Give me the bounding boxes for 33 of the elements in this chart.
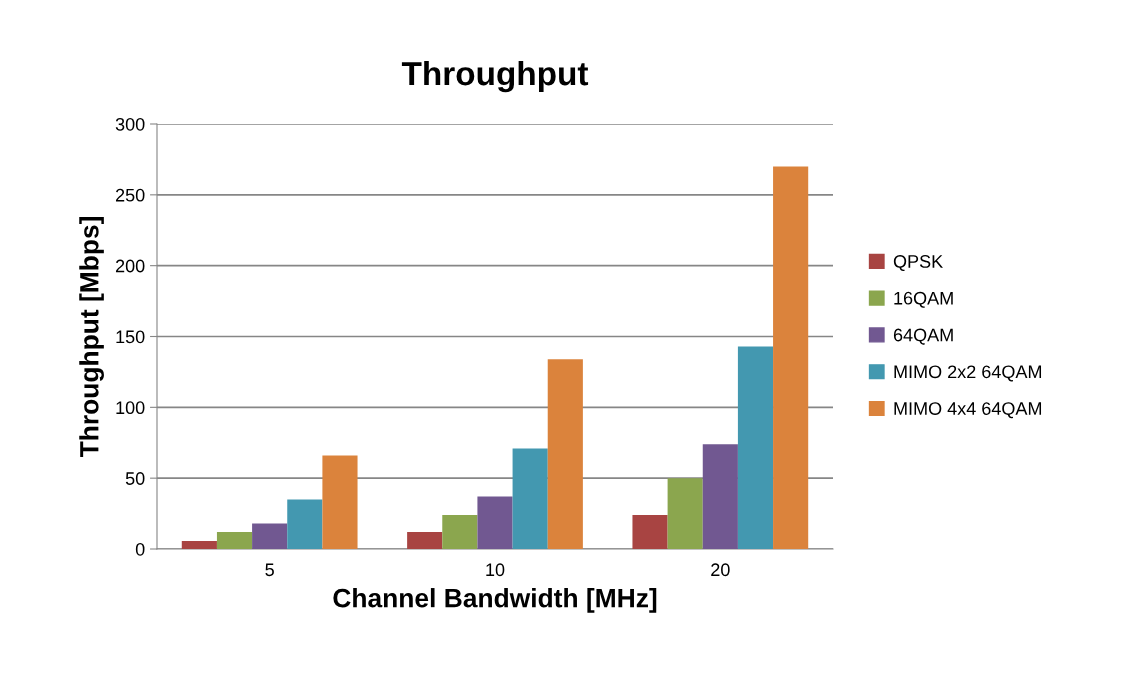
x-tick-label: 20: [711, 563, 730, 577]
y-tick-label: 100: [116, 401, 145, 415]
bar: [216, 532, 253, 549]
bar: [322, 455, 358, 549]
x-tick-label: 10: [486, 563, 505, 577]
y-tick-label: 250: [115, 188, 145, 202]
legend-label: MIMO 4x4 64QAM: [894, 402, 1042, 419]
y-tick-label: 150: [116, 330, 145, 344]
bar: [773, 166, 809, 549]
bar: [667, 478, 703, 549]
bar: [737, 346, 774, 549]
bar: [287, 499, 323, 549]
legend-label: QPSK: [893, 255, 943, 272]
legend-label: MIMO 2x2 64QAM: [894, 365, 1042, 382]
bar: [702, 444, 738, 549]
legend-label: 64QAM: [893, 328, 953, 345]
bar: [407, 532, 443, 549]
bar: [512, 448, 548, 549]
bar: [547, 359, 583, 549]
y-tick-label: 200: [115, 259, 145, 273]
bar: [442, 515, 478, 549]
chart-title: Throughput: [401, 60, 589, 93]
legend-label: 16QAM: [894, 291, 953, 308]
y-tick-label: 50: [125, 472, 145, 485]
bar: [252, 523, 288, 549]
y-axis-title: Throughput [Mbps]: [79, 217, 104, 458]
y-tick-label: 300: [115, 117, 145, 131]
x-tick-label: 5: [265, 563, 274, 577]
bar: [632, 515, 668, 549]
y-tick-label: 0: [135, 542, 145, 556]
bar: [181, 541, 217, 549]
x-axis-title: Channel Bandwidth [MHz]: [333, 588, 657, 613]
bar: [477, 496, 513, 549]
